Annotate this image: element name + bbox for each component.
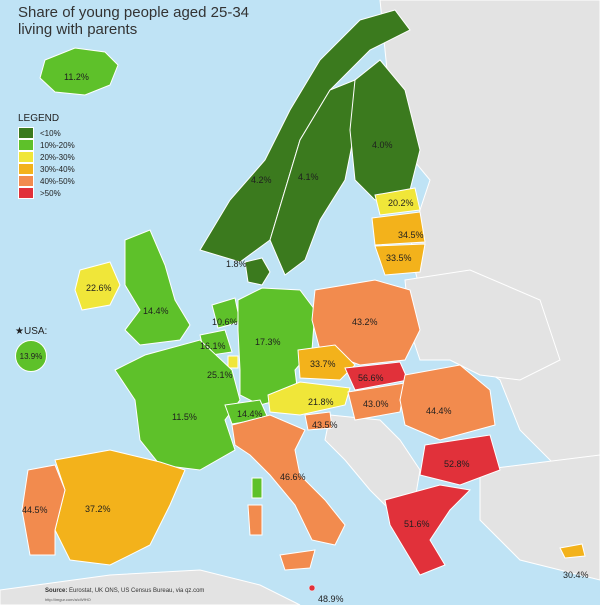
- country-cyprus: [559, 543, 586, 559]
- label-hungary: 43.0%: [363, 399, 389, 409]
- country-germany: [237, 287, 316, 406]
- label-lithuania: 33.5%: [386, 253, 412, 263]
- country-romania: [399, 364, 496, 441]
- legend-label: 40%-50%: [40, 176, 75, 186]
- label-malta: 48.9%: [318, 594, 344, 604]
- country-malta: [308, 584, 316, 592]
- usa-label-text: USA:: [23, 326, 48, 337]
- label-netherlands: 10.6%: [212, 317, 238, 327]
- label-slovakia: 56.6%: [358, 373, 384, 383]
- usa-label: ★USA:: [15, 326, 47, 337]
- label-belgium: 16.1%: [200, 341, 226, 351]
- label-norway: 4.2%: [251, 175, 272, 185]
- legend-title: LEGEND: [18, 113, 60, 124]
- value-labels: 11.2% 4.2% 4.1% 4.0% 1.8% 20.2% 34.5% 33…: [22, 72, 589, 604]
- label-spain: 37.2%: [85, 504, 111, 514]
- label-poland: 43.2%: [352, 317, 378, 327]
- label-luxembourg: 25.1%: [207, 370, 233, 380]
- source-note: Source: Eurostat, UK ONS, US Census Bure…: [45, 588, 204, 594]
- country-italy-sardinia: [247, 504, 263, 536]
- legend-item: 10%-20%: [18, 139, 75, 151]
- label-portugal: 44.5%: [22, 505, 48, 515]
- country-lithuania: [374, 243, 426, 276]
- land-north-africa: [0, 569, 301, 605]
- label-finland: 4.0%: [372, 140, 393, 150]
- usa-value: 13.9%: [19, 351, 43, 361]
- legend-swatch: [18, 163, 34, 175]
- legend-item: 20%-30%: [18, 151, 75, 163]
- label-austria: 21.8%: [308, 397, 334, 407]
- usa-value-circle: 13.9%: [15, 340, 47, 372]
- label-bulgaria: 52.8%: [444, 459, 470, 469]
- legend-swatch: [18, 127, 34, 139]
- star-icon: ★: [15, 326, 24, 337]
- country-italy-sicily: [279, 549, 316, 571]
- country-france-corsica: [251, 477, 263, 499]
- land-turkey: [479, 454, 600, 581]
- country-portugal: [21, 464, 66, 556]
- country-estonia: [374, 187, 421, 216]
- label-denmark: 1.8%: [226, 259, 247, 269]
- label-switzerland: 14.4%: [237, 409, 263, 419]
- legend-label: 20%-30%: [40, 152, 75, 162]
- country-greece: [384, 484, 472, 576]
- legend-swatch: [18, 139, 34, 151]
- label-latvia: 34.5%: [398, 230, 424, 240]
- label-uk: 14.4%: [143, 306, 169, 316]
- country-poland: [311, 279, 421, 366]
- legend-swatch: [18, 151, 34, 163]
- country-uk: [124, 229, 191, 346]
- legend-item: <10%: [18, 127, 75, 139]
- country-luxembourg: [227, 355, 239, 369]
- country-iceland: [39, 47, 119, 96]
- land-belarus-ukraine: [404, 269, 561, 381]
- label-germany: 17.3%: [255, 337, 281, 347]
- legend: LEGEND <10% 10%-20% 20%-30% 30%-40% 40%-…: [18, 113, 75, 199]
- map-title: Share of young people aged 25-34 living …: [18, 4, 318, 38]
- label-romania: 44.4%: [426, 406, 452, 416]
- label-cyprus: 30.4%: [563, 570, 589, 580]
- legend-item: >50%: [18, 187, 75, 199]
- label-slovenia: 43.5%: [312, 420, 338, 430]
- legend-swatch: [18, 175, 34, 187]
- legend-item: 30%-40%: [18, 163, 75, 175]
- label-italy: 46.6%: [280, 472, 306, 482]
- label-estonia: 20.2%: [388, 198, 414, 208]
- label-iceland: 11.2%: [64, 72, 89, 82]
- source-prefix: Source:: [45, 588, 68, 594]
- country-austria: [267, 381, 351, 416]
- label-czechia: 33.7%: [310, 359, 336, 369]
- source-text: Eurostat, UK ONS, US Census Bureau, via …: [69, 588, 205, 594]
- country-france: [114, 339, 241, 471]
- legend-label: <10%: [40, 128, 61, 138]
- legend-item: 40%-50%: [18, 175, 75, 187]
- label-france: 11.5%: [172, 412, 197, 422]
- label-greece: 51.6%: [404, 519, 430, 529]
- country-hungary: [347, 382, 406, 421]
- map-title-line1: Share of young people aged 25-34: [18, 4, 250, 21]
- legend-label: 10%-20%: [40, 140, 75, 150]
- map-title-line2: living with parents: [18, 21, 138, 38]
- country-latvia: [371, 211, 426, 246]
- legend-label: >50%: [40, 188, 61, 198]
- country-slovenia: [304, 411, 333, 431]
- country-italy: [231, 414, 346, 546]
- country-bulgaria: [419, 434, 501, 486]
- legend-label: 30%-40%: [40, 164, 75, 174]
- country-spain: [54, 449, 186, 566]
- legend-swatch: [18, 187, 34, 199]
- country-denmark: [244, 257, 271, 286]
- source-url: http://imgur.com/a/cWfHO: [45, 597, 91, 602]
- label-ireland: 22.6%: [86, 283, 112, 293]
- label-sweden: 4.1%: [298, 172, 319, 182]
- country-ireland: [74, 261, 121, 311]
